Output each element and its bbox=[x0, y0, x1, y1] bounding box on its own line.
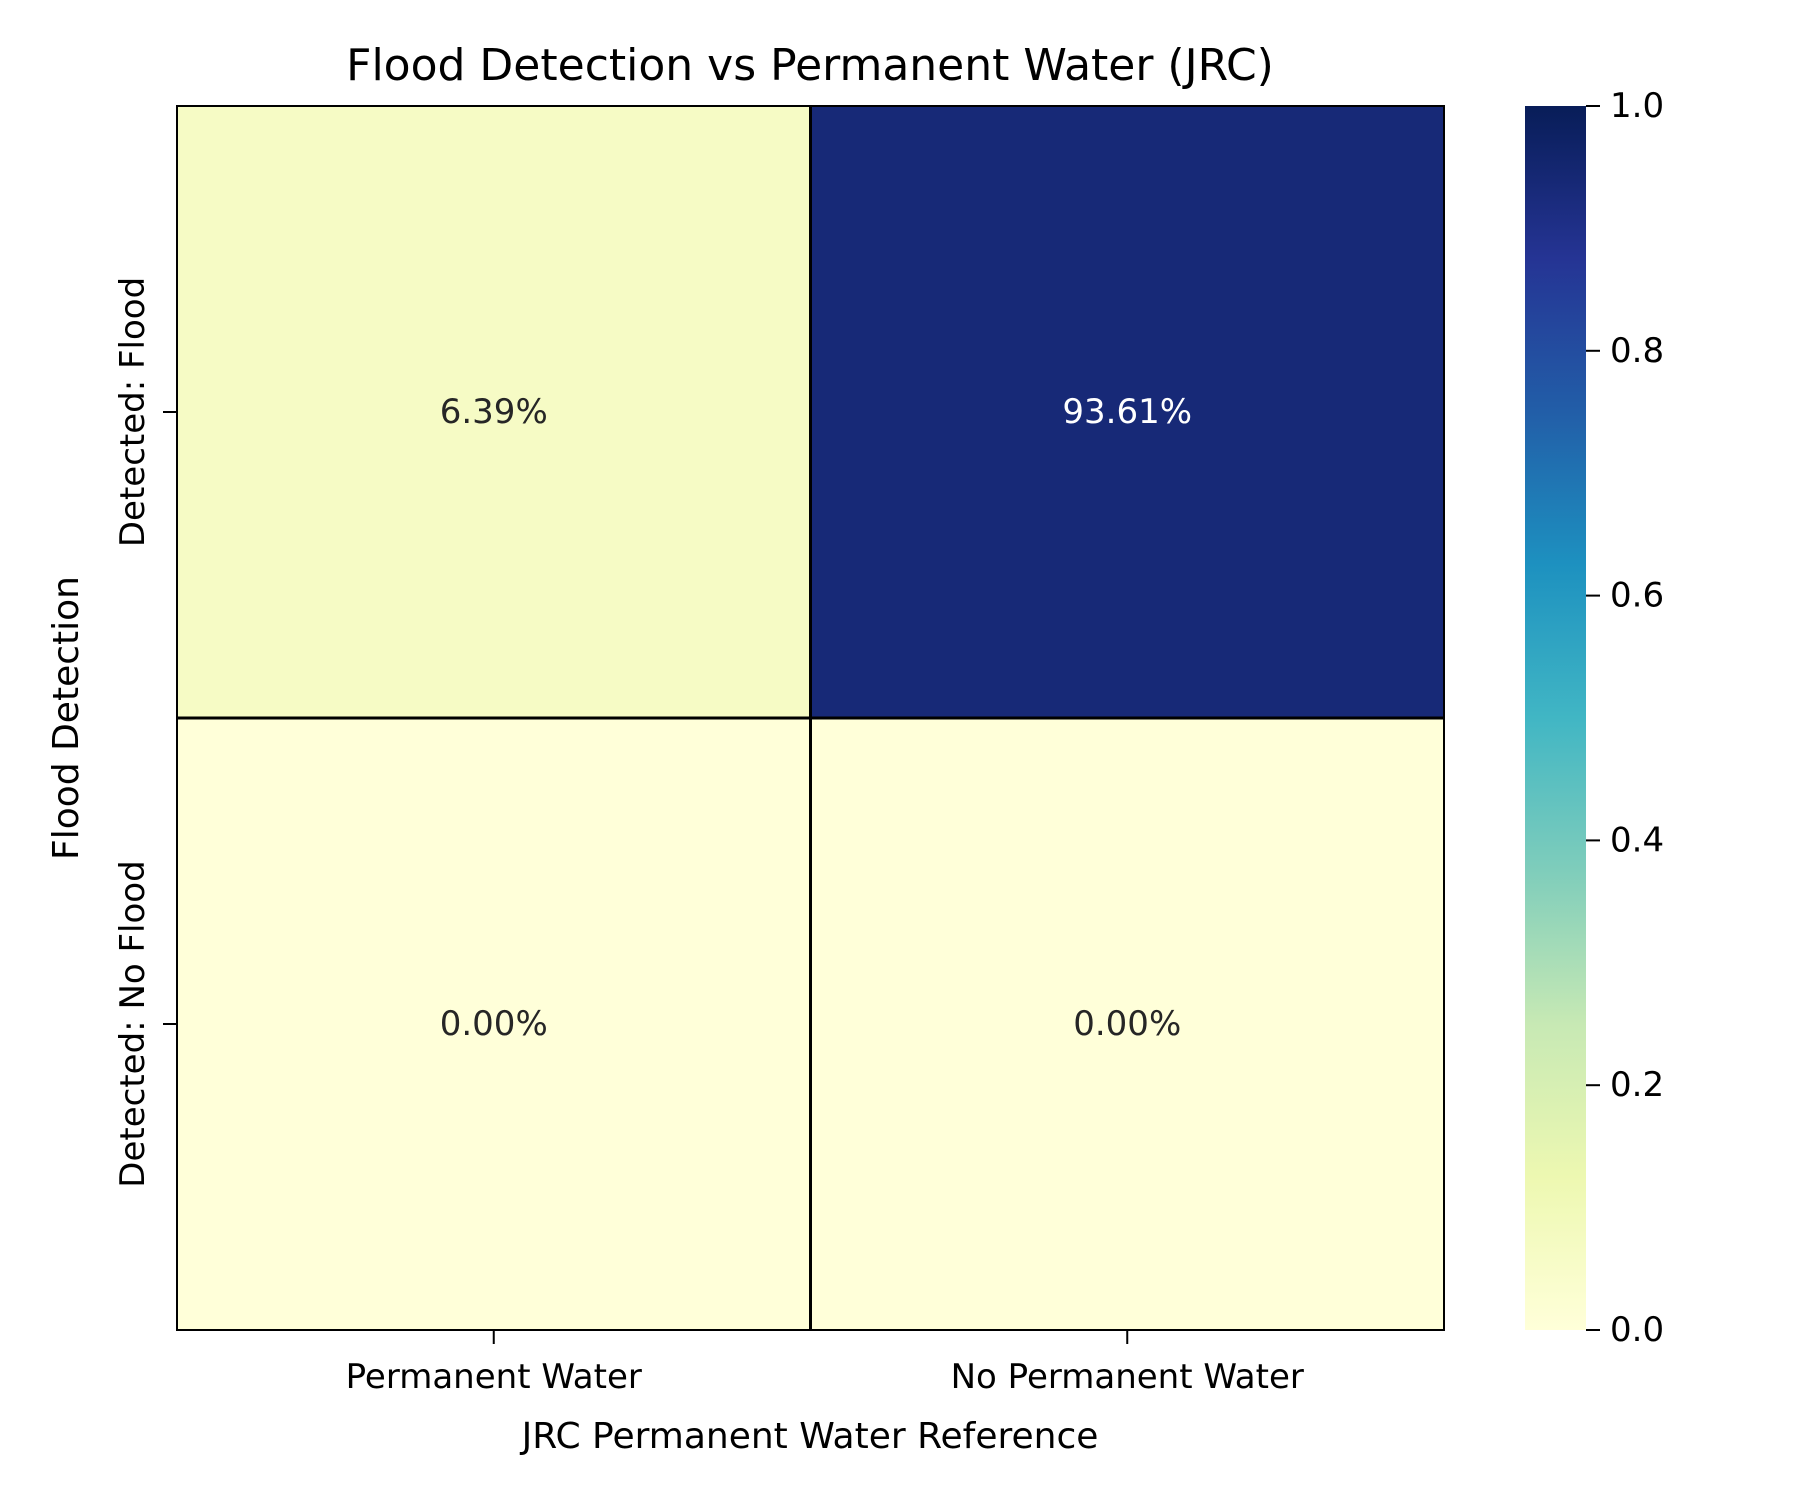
cell-separators bbox=[177, 106, 1444, 1330]
y-tick-label: Detected: No Flood bbox=[113, 860, 153, 1187]
x-axis-label: JRC Permanent Water Reference bbox=[520, 1416, 1099, 1457]
colorbar-tick-label: 0.4 bbox=[1610, 820, 1664, 860]
heatmap-cell bbox=[177, 718, 811, 1330]
chart-title: Flood Detection vs Permanent Water (JRC) bbox=[346, 40, 1274, 91]
colorbar-tick-label: 1.0 bbox=[1610, 86, 1664, 126]
colorbar-tick-label: 0.6 bbox=[1610, 576, 1664, 616]
y-axis-ticks: Detected: Flood Detected: No Flood bbox=[113, 277, 177, 1188]
y-axis-label: Flood Detection bbox=[46, 576, 87, 860]
cell-value-label: 6.39% bbox=[440, 392, 548, 432]
heatmap-cell bbox=[177, 106, 811, 718]
heatmap-cell bbox=[810, 106, 1444, 718]
y-tick-label: Detected: Flood bbox=[113, 277, 153, 547]
x-axis-ticks: Permanent Water No Permanent Water bbox=[346, 1330, 1304, 1397]
cell-value-label: 93.61% bbox=[1062, 392, 1192, 432]
colorbar-tick-label: 0.2 bbox=[1610, 1065, 1664, 1105]
heatmap-cells: 6.39% 93.61% 0.00% 0.00% bbox=[177, 106, 1444, 1330]
cell-value-label: 0.00% bbox=[440, 1004, 548, 1044]
colorbar-tick-label: 0.8 bbox=[1610, 331, 1664, 371]
colorbar-tick-label: 0.0 bbox=[1610, 1310, 1664, 1350]
colorbar bbox=[1525, 106, 1586, 1330]
plot-frame bbox=[176, 105, 1445, 1331]
x-tick-label: Permanent Water bbox=[346, 1357, 642, 1397]
x-tick-label: No Permanent Water bbox=[951, 1357, 1304, 1397]
colorbar-ticks: 0.0 0.2 0.4 0.6 0.8 1.0 bbox=[1586, 86, 1664, 1350]
heatmap-cell bbox=[810, 718, 1444, 1330]
cell-value-label: 0.00% bbox=[1073, 1004, 1181, 1044]
